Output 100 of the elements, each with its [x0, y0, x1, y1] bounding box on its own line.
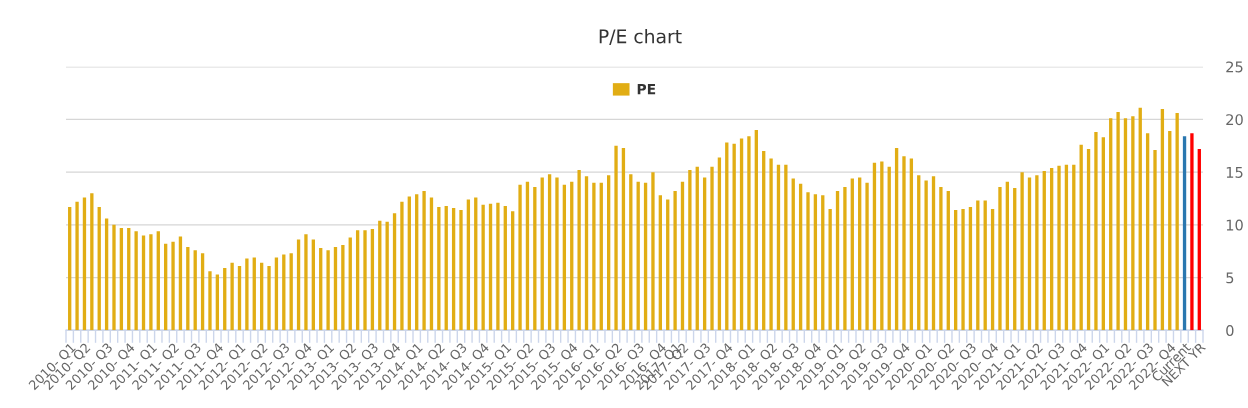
bar	[1094, 132, 1098, 331]
bar	[747, 136, 751, 331]
bar	[946, 191, 950, 331]
bar	[304, 234, 308, 331]
bar	[75, 201, 79, 331]
bar	[407, 196, 411, 331]
bar	[636, 181, 640, 331]
bar	[208, 271, 212, 331]
bar	[710, 166, 714, 331]
bar	[584, 176, 589, 331]
bar	[459, 210, 463, 331]
bar	[725, 142, 729, 331]
bar	[976, 200, 980, 331]
bar	[806, 192, 810, 331]
bar	[326, 250, 330, 331]
bar	[1064, 164, 1069, 331]
bar	[1160, 108, 1165, 331]
bar	[968, 206, 973, 331]
bar	[821, 195, 825, 331]
bar	[1153, 150, 1157, 331]
bar	[850, 178, 854, 331]
bar	[961, 209, 965, 331]
bar	[813, 194, 818, 331]
bar	[695, 166, 699, 331]
bar	[931, 176, 936, 331]
bar	[363, 230, 367, 331]
bar	[762, 151, 766, 331]
bar	[1101, 137, 1105, 331]
bar	[496, 202, 500, 331]
bar	[112, 224, 116, 331]
chart-title: P/E chart	[599, 28, 682, 45]
bar	[1116, 112, 1120, 331]
bar	[392, 213, 397, 331]
bar	[614, 145, 618, 331]
y-tick-label: 10	[1226, 219, 1243, 231]
bar	[621, 147, 626, 331]
bar	[68, 206, 72, 331]
bar	[666, 199, 670, 331]
bar	[798, 183, 803, 331]
y-tick-label: 20	[1226, 114, 1243, 126]
bar	[97, 206, 101, 331]
bar	[1197, 148, 1201, 331]
bar	[488, 203, 493, 331]
bar	[769, 158, 773, 331]
bar	[1057, 165, 1061, 331]
bar	[1086, 148, 1091, 331]
bar	[739, 138, 744, 331]
bar	[429, 197, 434, 331]
bar	[171, 241, 175, 331]
bar	[193, 250, 197, 331]
bar	[658, 195, 662, 331]
y-tick-label: 0	[1226, 325, 1234, 337]
bar	[629, 174, 633, 331]
bar	[651, 172, 655, 331]
bar	[1190, 133, 1194, 331]
bar	[282, 254, 286, 331]
bar	[776, 164, 781, 331]
bar	[481, 204, 485, 331]
bar	[843, 186, 847, 331]
bar	[784, 164, 788, 331]
bar	[400, 201, 404, 331]
bar	[547, 174, 552, 331]
bar	[186, 247, 190, 331]
bar	[577, 170, 581, 331]
bar	[680, 181, 685, 331]
bar	[200, 253, 205, 331]
bar	[1175, 113, 1179, 331]
bar	[267, 265, 271, 331]
bar	[149, 234, 153, 331]
bar	[178, 236, 183, 331]
bar	[902, 156, 906, 331]
bar	[333, 247, 338, 331]
bar	[1123, 118, 1128, 331]
bar	[511, 211, 515, 331]
y-tick-label: 5	[1226, 272, 1234, 284]
bar	[540, 177, 544, 331]
bar	[702, 177, 707, 331]
bar	[474, 197, 478, 331]
bar	[141, 235, 146, 331]
bar	[319, 248, 323, 331]
bar	[518, 184, 522, 331]
bar	[570, 181, 574, 331]
bar	[835, 191, 840, 331]
bar	[643, 182, 648, 331]
bar	[954, 210, 958, 331]
bar	[503, 205, 507, 331]
bar	[880, 161, 884, 331]
bar	[370, 229, 375, 331]
bar	[1035, 175, 1039, 331]
bar	[245, 258, 249, 331]
bar	[791, 178, 795, 331]
bar	[289, 253, 293, 331]
bar	[858, 177, 862, 331]
bar	[865, 182, 869, 331]
bar	[1168, 131, 1172, 331]
bar	[828, 209, 832, 331]
bar	[607, 175, 611, 331]
bar	[378, 220, 382, 331]
bar	[1005, 181, 1010, 331]
bar	[90, 193, 94, 331]
